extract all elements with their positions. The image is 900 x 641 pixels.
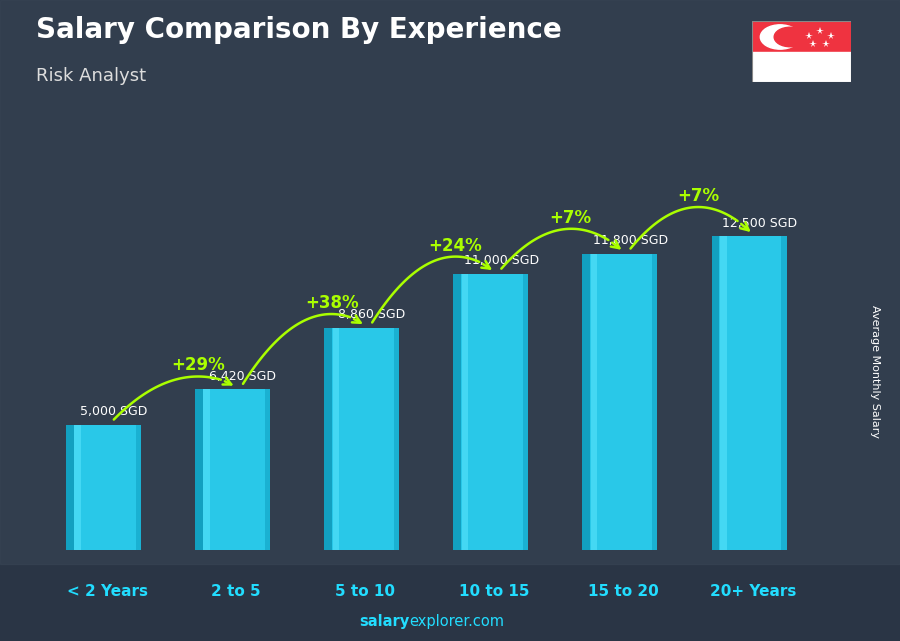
Polygon shape (136, 424, 140, 551)
Text: explorer.com: explorer.com (410, 615, 505, 629)
Polygon shape (652, 254, 657, 551)
Polygon shape (462, 274, 468, 551)
Polygon shape (394, 328, 399, 551)
Bar (202, 389, 270, 551)
Bar (0, 0, 900, 564)
Polygon shape (66, 424, 74, 551)
Text: 11,800 SGD: 11,800 SGD (593, 234, 668, 247)
Text: Risk Analyst: Risk Analyst (36, 67, 146, 85)
Bar (74, 424, 140, 551)
Text: Average Monthly Salary: Average Monthly Salary (869, 305, 880, 438)
Polygon shape (74, 424, 81, 551)
Bar (461, 274, 528, 551)
Polygon shape (195, 389, 203, 551)
Text: +7%: +7% (678, 187, 719, 205)
Bar (332, 328, 399, 551)
Text: +29%: +29% (171, 356, 225, 374)
Text: 8,860 SGD: 8,860 SGD (338, 308, 406, 321)
Text: 11,000 SGD: 11,000 SGD (464, 254, 539, 267)
Polygon shape (781, 236, 787, 551)
Bar (590, 254, 657, 551)
Bar (752, 52, 851, 82)
Polygon shape (582, 254, 590, 551)
Text: 12,500 SGD: 12,500 SGD (722, 217, 797, 229)
Bar (719, 236, 787, 551)
Polygon shape (265, 389, 270, 551)
Polygon shape (332, 328, 339, 551)
Text: 5,000 SGD: 5,000 SGD (80, 405, 148, 419)
Bar (752, 21, 851, 52)
Circle shape (760, 25, 800, 49)
Text: +24%: +24% (428, 237, 482, 254)
Text: Salary Comparison By Experience: Salary Comparison By Experience (36, 16, 562, 44)
Circle shape (774, 28, 806, 47)
Text: salary: salary (359, 615, 410, 629)
Text: 6,420 SGD: 6,420 SGD (209, 370, 276, 383)
Polygon shape (203, 389, 210, 551)
Polygon shape (324, 328, 332, 551)
Text: +38%: +38% (305, 294, 359, 312)
Polygon shape (712, 236, 719, 551)
Text: +7%: +7% (550, 209, 592, 227)
Polygon shape (523, 274, 528, 551)
Polygon shape (591, 254, 598, 551)
Polygon shape (454, 274, 461, 551)
Polygon shape (720, 236, 726, 551)
